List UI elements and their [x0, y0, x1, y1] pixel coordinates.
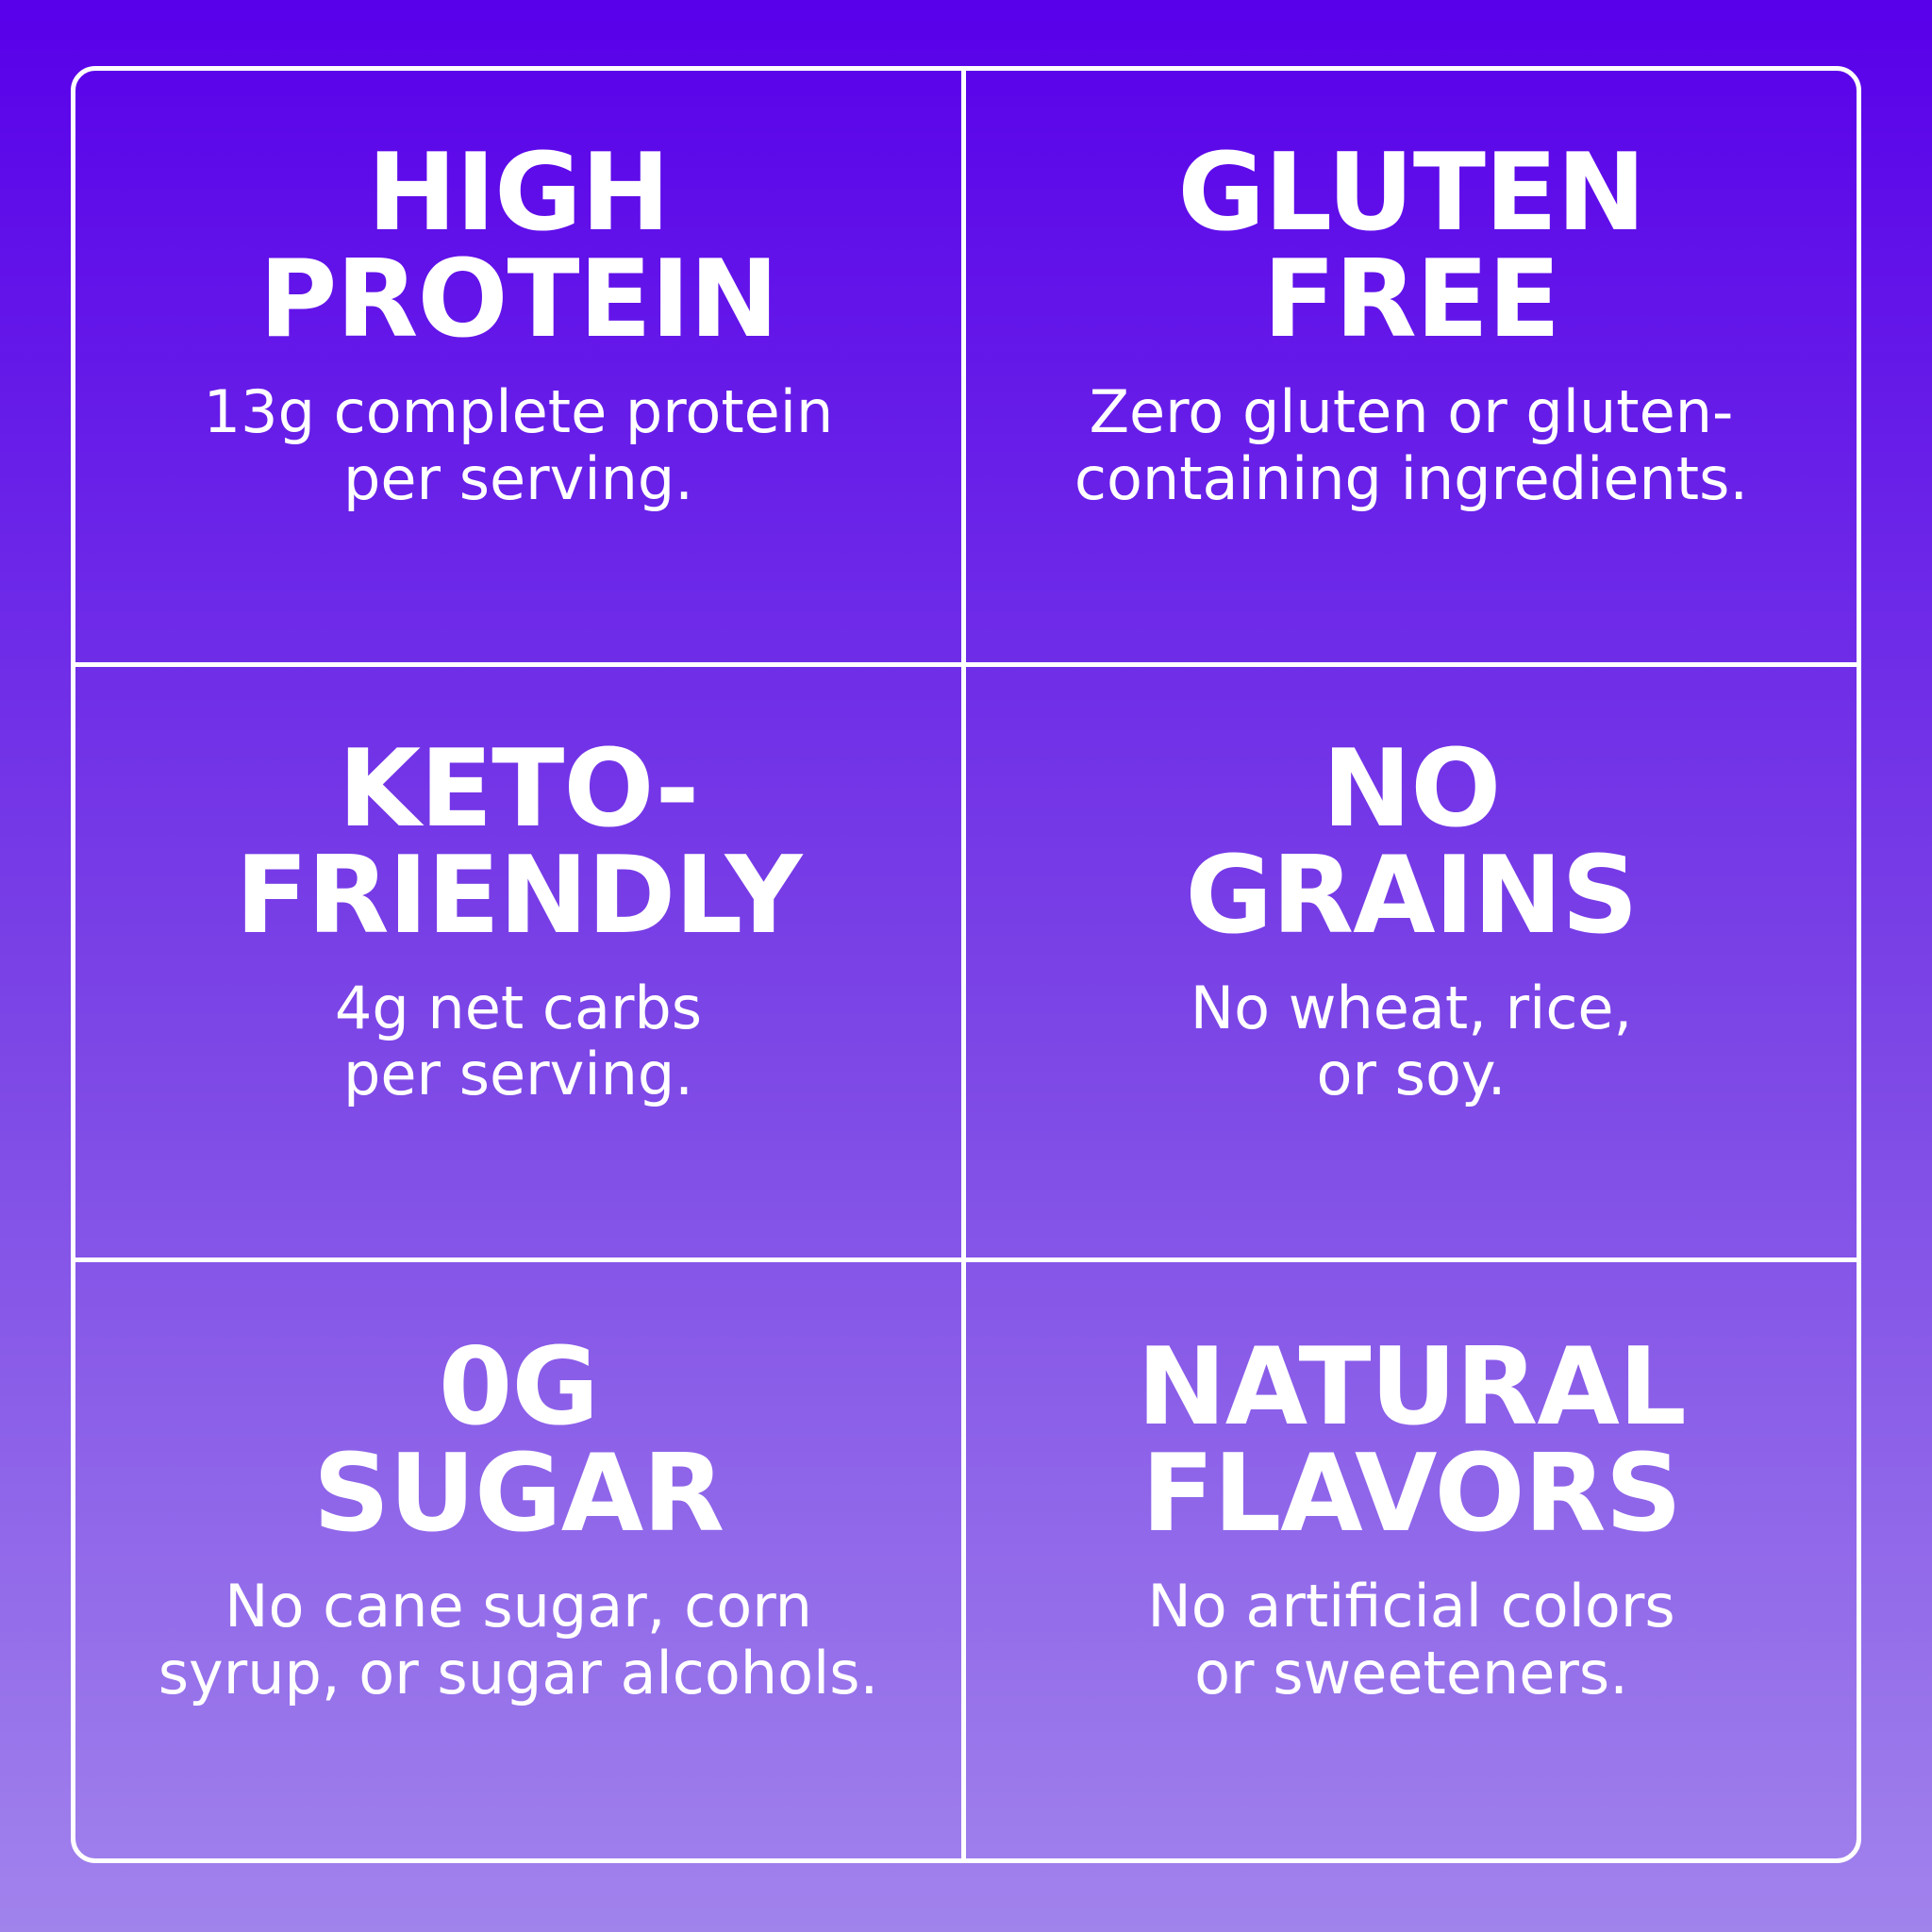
benefit-cell-high-protein: HIGH PROTEIN 13g complete protein per se…: [75, 71, 966, 667]
benefit-title-line2: FRIENDLY: [235, 832, 802, 958]
benefit-desc-line2: per serving.: [343, 1040, 693, 1109]
benefit-desc-line1: 4g net carbs: [334, 973, 703, 1042]
benefit-title-line2: FLAVORS: [1141, 1430, 1682, 1556]
benefits-grid: HIGH PROTEIN 13g complete protein per se…: [71, 66, 1861, 1863]
benefit-desc-line1: No cane sugar, corn: [225, 1571, 812, 1641]
benefit-desc-line2: or sweeteners.: [1194, 1638, 1628, 1707]
benefit-title-line1: 0g: [438, 1324, 599, 1449]
benefit-title-line2: FREE: [1262, 237, 1561, 362]
benefit-description: No artificial colors or sweeteners.: [1147, 1571, 1675, 1707]
benefit-desc-line2: containing ingredients.: [1074, 443, 1749, 513]
benefit-desc-line1: No wheat, rice,: [1190, 973, 1633, 1042]
benefit-desc-line1: 13g complete protein: [203, 377, 834, 447]
benefit-cell-gluten-free: GLUTEN FREE Zero gluten or gluten- conta…: [966, 71, 1857, 667]
benefit-cell-no-grains: NO GRAINS No wheat, rice, or soy.: [966, 667, 1857, 1263]
benefit-desc-line2: or soy.: [1316, 1040, 1507, 1109]
benefit-desc-line1: Zero gluten or gluten-: [1089, 377, 1734, 447]
benefit-description: Zero gluten or gluten- containing ingred…: [1074, 377, 1749, 513]
benefit-title: GLUTEN FREE: [1177, 130, 1645, 362]
benefit-title: HIGH PROTEIN: [258, 130, 779, 362]
benefit-description: No wheat, rice, or soy.: [1190, 973, 1633, 1109]
benefit-title-line1: NATURAL: [1137, 1324, 1687, 1449]
benefit-description: No cane sugar, corn syrup, or sugar alco…: [158, 1571, 879, 1707]
benefit-desc-line2: per serving.: [343, 443, 693, 513]
benefit-title-line2: SUGAR: [312, 1430, 724, 1556]
benefit-title: NATURAL FLAVORS: [1137, 1324, 1687, 1556]
benefit-cell-zero-sugar: 0g SUGAR No cane sugar, corn syrup, or s…: [75, 1262, 966, 1858]
benefit-cell-natural-flavors: NATURAL FLAVORS No artificial colors or …: [966, 1262, 1857, 1858]
benefit-title-line1: KETO-: [338, 725, 700, 851]
benefit-title: KETO- FRIENDLY: [235, 725, 802, 958]
benefit-description: 4g net carbs per serving.: [334, 973, 703, 1109]
benefit-title-line1: GLUTEN: [1177, 130, 1645, 256]
benefit-title-line1: HIGH: [367, 130, 671, 256]
benefit-title: NO GRAINS: [1185, 725, 1638, 958]
benefit-title-line1: NO: [1322, 725, 1502, 851]
benefit-description: 13g complete protein per serving.: [203, 377, 834, 513]
benefit-cell-keto-friendly: KETO- FRIENDLY 4g net carbs per serving.: [75, 666, 966, 1263]
benefit-desc-line1: No artificial colors: [1147, 1571, 1675, 1641]
benefit-title-line2: GRAINS: [1185, 832, 1638, 958]
benefit-title: 0g SUGAR: [312, 1324, 724, 1556]
benefit-desc-line2: syrup, or sugar alcohols.: [158, 1638, 879, 1707]
benefit-title-line2: PROTEIN: [258, 237, 779, 362]
